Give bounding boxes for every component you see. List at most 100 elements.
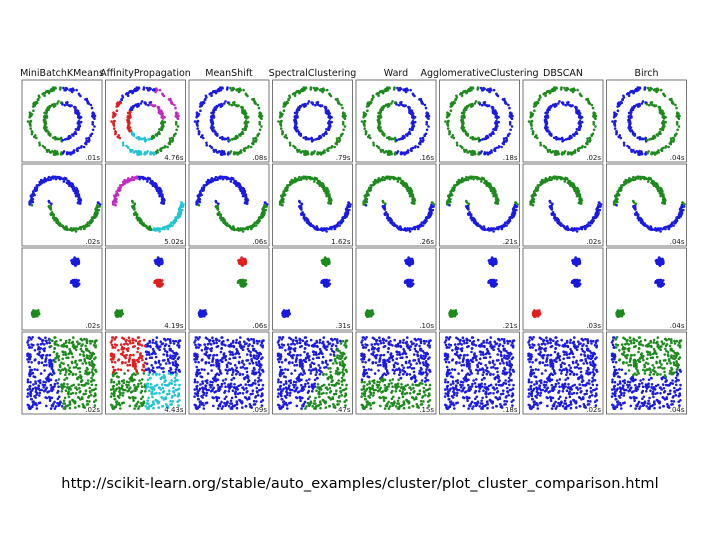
subplot-frame	[522, 79, 604, 163]
data-point	[325, 186, 328, 190]
data-point	[659, 186, 662, 190]
data-point	[280, 199, 284, 203]
data-point	[123, 182, 127, 185]
data-point	[658, 228, 661, 231]
data-point	[515, 208, 518, 212]
data-point	[496, 226, 499, 229]
data-point	[576, 190, 579, 194]
data-point	[675, 218, 678, 222]
subplot-frame	[188, 79, 270, 163]
data-point	[664, 199, 667, 202]
data-point	[647, 88, 651, 92]
data-point	[492, 186, 495, 190]
data-point	[310, 152, 313, 156]
data-point	[586, 223, 590, 227]
data-point	[28, 203, 32, 206]
data-point	[90, 218, 94, 222]
data-point	[462, 148, 466, 152]
data-point	[410, 128, 413, 131]
data-point	[676, 216, 680, 219]
data-point	[377, 146, 381, 150]
data-point	[130, 178, 134, 182]
data-point	[409, 148, 413, 152]
data-point	[645, 177, 649, 181]
subplot-frame	[105, 163, 186, 247]
data-point	[312, 152, 315, 155]
data-point	[199, 109, 202, 112]
data-point	[139, 102, 143, 105]
data-point	[374, 182, 377, 185]
data-point	[628, 118, 631, 121]
data-point	[85, 137, 88, 140]
data-point	[197, 199, 200, 203]
data-point	[137, 137, 141, 141]
data-point	[598, 208, 602, 212]
data-point	[539, 143, 542, 147]
data-point	[474, 176, 478, 180]
data-point	[332, 225, 335, 228]
data-point	[636, 151, 640, 154]
data-point	[54, 218, 58, 221]
data-point	[460, 126, 464, 129]
subplot-noisy_circles-affinitypropagation: 4.76s	[105, 79, 186, 163]
data-point	[144, 177, 148, 181]
data-point	[543, 178, 547, 182]
data-point	[671, 136, 675, 140]
data-point	[293, 111, 297, 115]
data-point	[402, 88, 406, 91]
data-point	[326, 148, 329, 152]
data-point	[410, 193, 413, 197]
data-point	[555, 137, 558, 141]
data-point	[299, 88, 303, 92]
timing-label: .02s	[85, 238, 100, 246]
data-point	[530, 119, 534, 123]
data-point	[112, 111, 115, 114]
data-point	[117, 134, 121, 137]
data-point	[482, 177, 485, 180]
data-point	[656, 183, 659, 186]
data-point	[56, 152, 59, 155]
data-point	[114, 131, 117, 134]
data-point	[162, 226, 165, 229]
data-point	[430, 201, 434, 204]
data-point	[428, 211, 431, 215]
data-point	[388, 218, 392, 221]
data-point	[221, 175, 224, 179]
data-point	[550, 88, 553, 92]
data-point	[372, 141, 375, 145]
data-point	[126, 126, 129, 129]
data-point	[243, 193, 246, 197]
data-point	[619, 101, 622, 104]
data-point	[401, 182, 404, 185]
data-point	[419, 97, 423, 101]
data-point	[671, 221, 674, 224]
data-point	[407, 105, 410, 109]
data-point	[551, 213, 555, 216]
data-point	[143, 152, 146, 156]
subplot-noisy_circles-minibatchkmeans: .01s	[21, 79, 103, 163]
data-point	[302, 136, 306, 140]
data-point	[545, 120, 548, 124]
data-point	[455, 96, 459, 99]
data-point	[428, 207, 431, 211]
data-point	[307, 222, 310, 225]
data-point	[150, 182, 154, 185]
data-point	[656, 87, 659, 90]
data-point	[77, 92, 81, 96]
data-point	[43, 118, 47, 121]
data-point	[167, 142, 171, 145]
data-point	[549, 106, 552, 109]
data-point	[280, 119, 283, 123]
data-point	[536, 136, 539, 140]
data-point	[591, 106, 595, 110]
data-point	[323, 132, 326, 136]
subplot-noisy_circles-meanshift: .08s	[188, 79, 270, 163]
data-point	[478, 177, 482, 181]
data-point	[579, 226, 583, 229]
data-point	[43, 146, 47, 150]
data-point	[664, 146, 667, 149]
data-point	[631, 108, 635, 112]
data-point	[304, 175, 308, 179]
data-point	[291, 92, 295, 96]
data-point	[110, 120, 113, 123]
